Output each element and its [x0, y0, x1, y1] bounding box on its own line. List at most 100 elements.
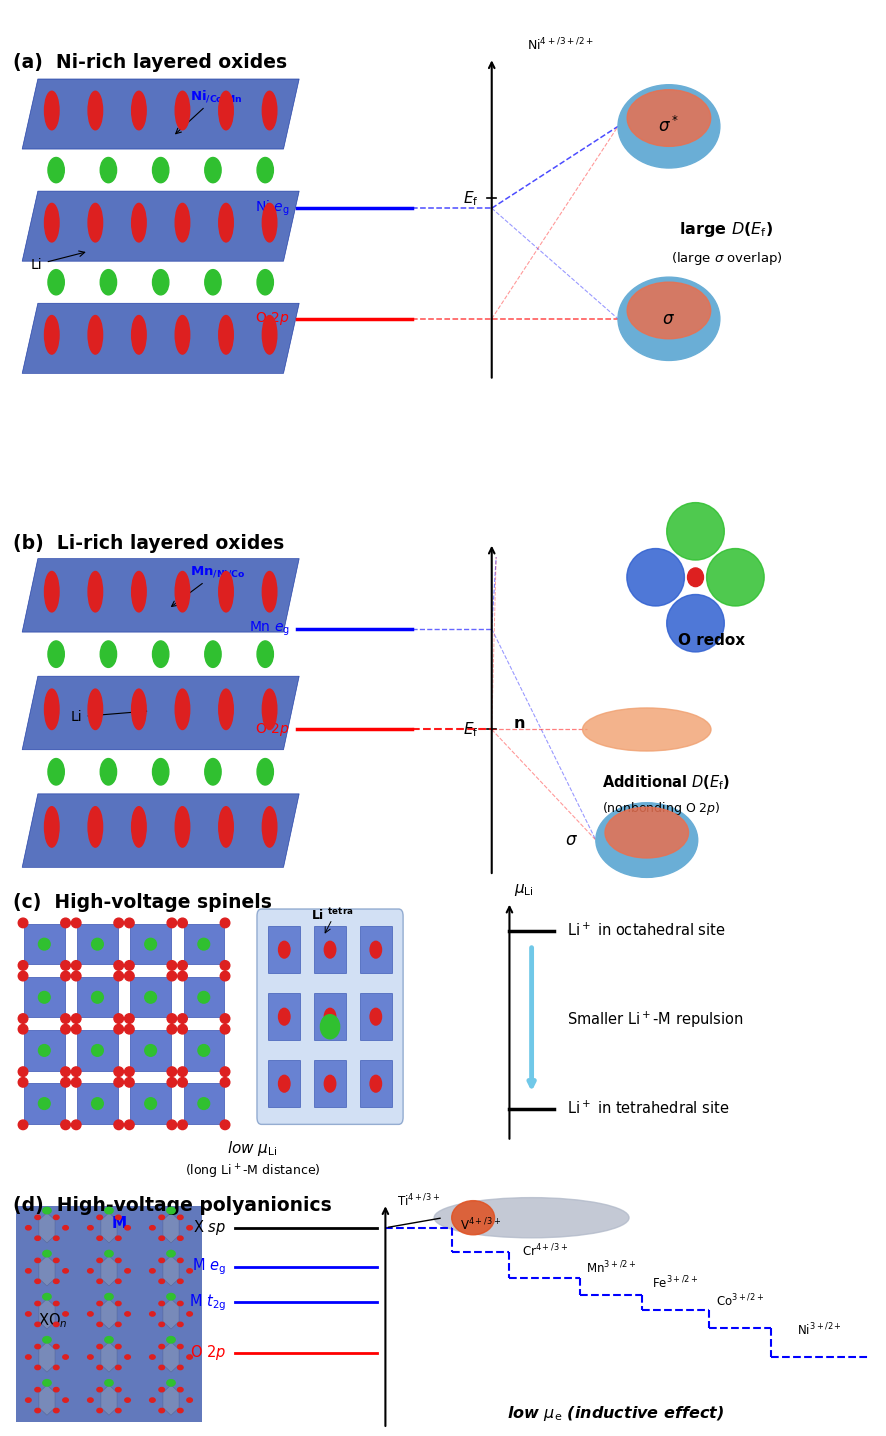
Ellipse shape: [19, 961, 27, 971]
Text: (c)  High-voltage spinels: (c) High-voltage spinels: [13, 893, 272, 912]
Ellipse shape: [167, 1251, 175, 1256]
Text: M $t_\mathrm{2g}$: M $t_\mathrm{2g}$: [189, 1292, 226, 1313]
Text: Smaller Li$^+$-M repulsion: Smaller Li$^+$-M repulsion: [567, 1010, 743, 1030]
Ellipse shape: [97, 1366, 103, 1370]
Ellipse shape: [262, 204, 276, 241]
Text: Mn$^{3+/2+}$: Mn$^{3+/2+}$: [587, 1259, 636, 1277]
Ellipse shape: [167, 1024, 176, 1034]
Ellipse shape: [114, 1067, 123, 1077]
Ellipse shape: [159, 1215, 165, 1219]
Text: $\mathbf{Ni}_{\mathbf{/Co/Mn}}$: $\mathbf{Ni}_{\mathbf{/Co/Mn}}$: [175, 88, 244, 134]
Ellipse shape: [88, 204, 103, 241]
Ellipse shape: [44, 92, 59, 129]
Ellipse shape: [26, 1226, 31, 1229]
Ellipse shape: [44, 204, 59, 241]
Ellipse shape: [26, 1356, 31, 1358]
Polygon shape: [22, 676, 299, 750]
Ellipse shape: [278, 1076, 290, 1091]
Ellipse shape: [159, 1301, 165, 1305]
Ellipse shape: [205, 270, 222, 294]
Text: (d)  High-voltage polyanionics: (d) High-voltage polyanionics: [13, 1196, 332, 1215]
Ellipse shape: [144, 1044, 157, 1057]
Ellipse shape: [125, 1399, 130, 1402]
Ellipse shape: [19, 1014, 27, 1024]
Text: $\sigma^*$: $\sigma^*$: [658, 116, 680, 136]
Ellipse shape: [44, 572, 59, 612]
Ellipse shape: [35, 1323, 41, 1327]
Ellipse shape: [159, 1236, 165, 1241]
Ellipse shape: [19, 1120, 27, 1130]
Ellipse shape: [627, 89, 711, 146]
Ellipse shape: [178, 971, 187, 981]
Ellipse shape: [219, 204, 233, 241]
Ellipse shape: [53, 1387, 59, 1391]
Ellipse shape: [178, 1014, 187, 1024]
Ellipse shape: [167, 1077, 176, 1087]
Ellipse shape: [187, 1226, 192, 1229]
Ellipse shape: [582, 708, 711, 751]
Ellipse shape: [97, 1236, 103, 1241]
Ellipse shape: [115, 1258, 121, 1262]
Ellipse shape: [262, 807, 276, 847]
Text: large $D$($E_\mathrm{f}$): large $D$($E_\mathrm{f}$): [680, 220, 773, 240]
Ellipse shape: [257, 640, 274, 668]
Ellipse shape: [177, 1366, 183, 1370]
Text: XO$_n$: XO$_n$: [38, 1311, 68, 1331]
Polygon shape: [22, 559, 299, 632]
Ellipse shape: [114, 1077, 123, 1087]
Ellipse shape: [88, 1356, 93, 1358]
Ellipse shape: [105, 1208, 113, 1213]
Text: $E_\mathrm{f}$: $E_\mathrm{f}$: [462, 188, 478, 208]
Ellipse shape: [198, 938, 210, 951]
Ellipse shape: [187, 1269, 192, 1272]
Text: Ni$^{4+/3+/2+}$: Ni$^{4+/3+/2+}$: [527, 36, 594, 53]
FancyBboxPatch shape: [77, 1030, 118, 1071]
Ellipse shape: [605, 807, 688, 857]
Polygon shape: [22, 794, 299, 867]
Ellipse shape: [100, 640, 117, 668]
Ellipse shape: [88, 572, 103, 612]
Ellipse shape: [72, 1024, 81, 1034]
Ellipse shape: [221, 1067, 229, 1077]
Ellipse shape: [434, 1198, 629, 1238]
Ellipse shape: [688, 569, 703, 586]
Text: Additional $D$($E_\mathrm{f}$): Additional $D$($E_\mathrm{f}$): [602, 773, 731, 793]
Ellipse shape: [97, 1279, 103, 1284]
Ellipse shape: [177, 1409, 183, 1413]
Ellipse shape: [178, 1067, 187, 1077]
Ellipse shape: [167, 1380, 175, 1386]
Ellipse shape: [114, 1014, 123, 1024]
Ellipse shape: [627, 549, 684, 606]
Ellipse shape: [159, 1409, 165, 1413]
Ellipse shape: [115, 1215, 121, 1219]
Ellipse shape: [72, 971, 81, 981]
FancyBboxPatch shape: [360, 994, 392, 1040]
Text: M $e_\mathrm{g}$: M $e_\mathrm{g}$: [192, 1256, 226, 1277]
Ellipse shape: [132, 807, 146, 847]
Ellipse shape: [159, 1344, 165, 1348]
Ellipse shape: [43, 1294, 51, 1300]
FancyBboxPatch shape: [130, 923, 171, 965]
Ellipse shape: [91, 991, 104, 1004]
Ellipse shape: [198, 991, 210, 1004]
Ellipse shape: [178, 1024, 187, 1034]
Text: $E_\mathrm{f}$: $E_\mathrm{f}$: [462, 719, 478, 740]
Ellipse shape: [178, 961, 187, 971]
Text: (nonbonding O 2$p$): (nonbonding O 2$p$): [602, 800, 721, 817]
Ellipse shape: [159, 1323, 165, 1327]
Ellipse shape: [132, 316, 146, 355]
Ellipse shape: [175, 204, 190, 241]
Ellipse shape: [221, 1014, 229, 1024]
Ellipse shape: [666, 503, 724, 560]
Polygon shape: [22, 191, 299, 261]
Ellipse shape: [115, 1409, 121, 1413]
Ellipse shape: [26, 1269, 31, 1272]
Ellipse shape: [324, 1008, 336, 1025]
Ellipse shape: [257, 158, 274, 182]
Ellipse shape: [278, 1008, 290, 1025]
FancyBboxPatch shape: [268, 994, 300, 1040]
Ellipse shape: [150, 1313, 155, 1315]
FancyBboxPatch shape: [77, 1083, 118, 1124]
Ellipse shape: [221, 918, 229, 928]
Ellipse shape: [53, 1366, 59, 1370]
